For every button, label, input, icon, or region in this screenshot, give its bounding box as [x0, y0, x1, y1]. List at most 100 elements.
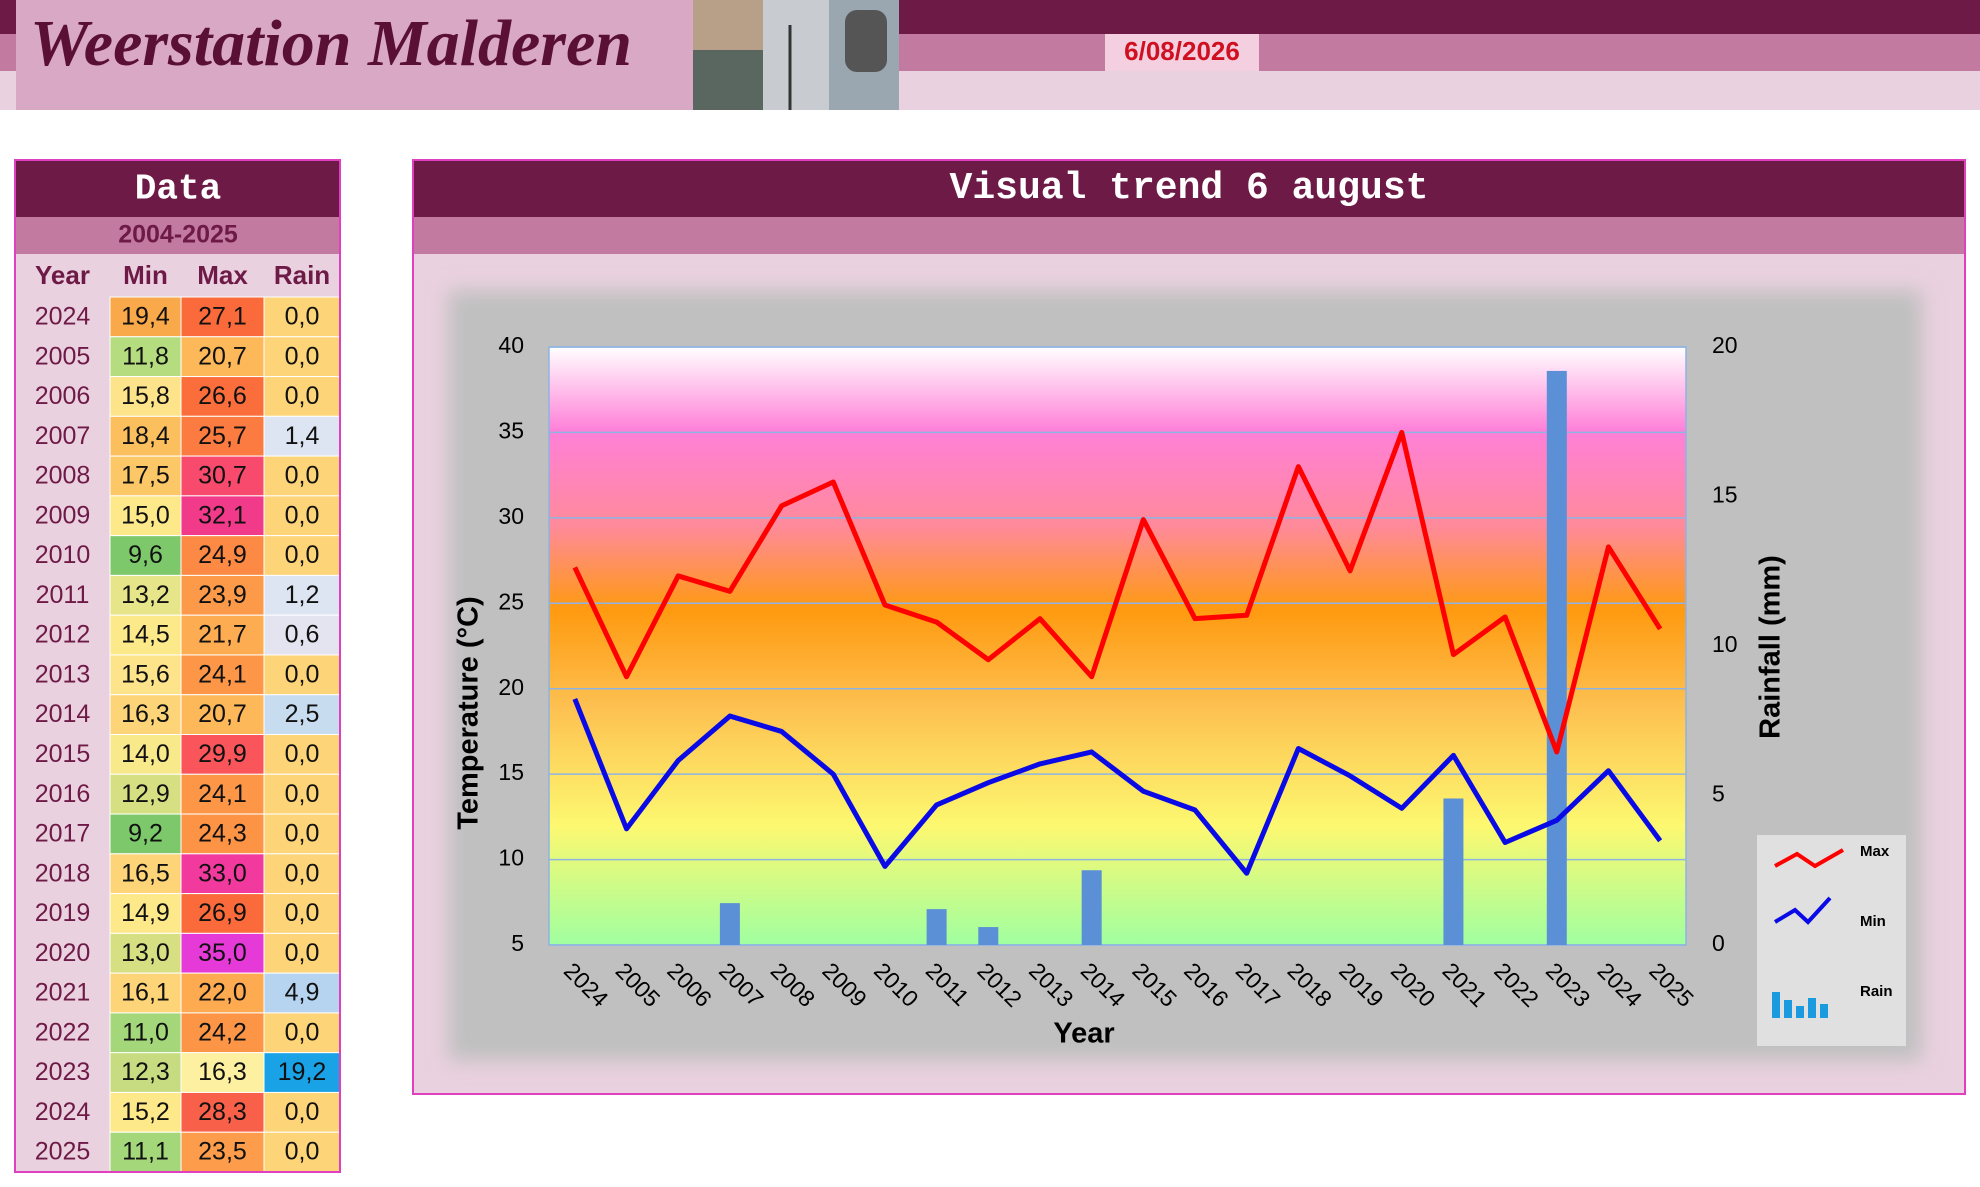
table-subtitle-bar: [15, 217, 340, 254]
cell: [263, 415, 341, 457]
year-cell: 2010: [35, 541, 91, 569]
cell-value: 0,0: [285, 382, 320, 410]
y2-tick-label: 20: [1712, 332, 1738, 358]
cell: [109, 773, 182, 815]
year-cell: 2024: [35, 302, 91, 330]
cell: [263, 972, 341, 1014]
cell-value: 9,6: [128, 541, 163, 569]
cell: [263, 376, 341, 417]
cell-value: 12,9: [121, 780, 170, 808]
cell-value: 25,7: [198, 422, 247, 450]
cell-value: 14,5: [121, 621, 170, 649]
cell-value: 22,0: [198, 979, 247, 1007]
cell-value: 0,0: [285, 899, 320, 927]
cell: [180, 694, 265, 736]
year-cell: 2017: [35, 820, 91, 848]
legend-icon: [1808, 998, 1816, 1018]
cell: [263, 1052, 341, 1093]
cell-value: 30,7: [198, 462, 247, 490]
chart-title-bar: [414, 161, 1964, 217]
cell-value: 15,2: [121, 1098, 170, 1126]
cell-value: 14,9: [121, 899, 170, 927]
y2-tick-label: 5: [1712, 781, 1725, 807]
year-cell: 2015: [35, 740, 91, 768]
cell-value: 18,4: [121, 422, 170, 450]
year-cell: 2021: [35, 979, 91, 1007]
cell: [263, 455, 341, 497]
cell-value: 16,5: [121, 859, 170, 887]
y-axis-title: Temperature (°C): [453, 596, 485, 829]
cell-value: 4,9: [285, 979, 320, 1007]
legend-label: Rain: [1860, 983, 1893, 1000]
cell-value: 15,8: [121, 382, 170, 410]
cell: [109, 455, 182, 497]
legend-label: Max: [1860, 843, 1890, 860]
cell-value: 19,4: [121, 302, 170, 330]
cell: [180, 853, 265, 895]
cell: [109, 654, 182, 696]
y-tick-label: 30: [498, 503, 524, 529]
cell-value: 28,3: [198, 1098, 247, 1126]
cell: [180, 813, 265, 855]
cell: [109, 535, 182, 576]
cell: [263, 734, 341, 775]
rain-bar: [978, 927, 999, 945]
y-tick-label: 5: [511, 930, 524, 956]
cell-value: 0,0: [285, 859, 320, 887]
cell-value: 29,9: [198, 740, 247, 768]
cell-value: 26,6: [198, 382, 247, 410]
cell: [109, 932, 182, 974]
x-axis-title: Year: [1053, 1018, 1114, 1050]
cell: [109, 893, 182, 934]
y-tick-label: 20: [498, 674, 524, 700]
cell-value: 0,0: [285, 1098, 320, 1126]
year-cell: 2024: [35, 1098, 91, 1126]
y-tick-label: 40: [498, 332, 524, 358]
y-tick-label: 10: [498, 845, 524, 871]
legend-icon: [1772, 992, 1780, 1018]
y2-tick-label: 15: [1712, 482, 1738, 508]
cell-value: 0,0: [285, 302, 320, 330]
cell: [109, 1091, 182, 1133]
rain-bar: [1546, 370, 1567, 945]
legend-icon: [1796, 1006, 1804, 1018]
year-cell: 2006: [35, 382, 91, 410]
legend-icon: [1773, 896, 1832, 925]
cell: [180, 1052, 265, 1093]
cell-value: 23,5: [198, 1138, 247, 1166]
cell: [180, 654, 265, 696]
cell: [109, 415, 182, 457]
site-title: Weerstation Malderen: [30, 7, 632, 80]
cell-value: 26,9: [198, 899, 247, 927]
cell-value: 0,0: [285, 1138, 320, 1166]
cell-value: 0,0: [285, 462, 320, 490]
cell-value: 11,1: [122, 1138, 169, 1166]
cell-value: 23,9: [198, 581, 247, 609]
cell-value: 24,2: [198, 1018, 247, 1046]
legend: [1757, 835, 1906, 1046]
year-cell: 2007: [35, 422, 91, 450]
cell-value: 15,0: [121, 501, 170, 529]
cell: [180, 455, 265, 497]
rain-bar: [719, 903, 740, 945]
legend-icon: [1820, 1004, 1828, 1018]
cell-value: 16,1: [121, 979, 170, 1007]
year-cell: 2008: [35, 462, 91, 490]
cell: [263, 1091, 341, 1133]
cell-value: 0,0: [285, 1018, 320, 1046]
photo: [763, 0, 829, 110]
cell-value: 24,3: [198, 820, 247, 848]
cell-value: 0,0: [285, 342, 320, 370]
cell: [263, 1012, 341, 1054]
year-cell: 2019: [35, 899, 91, 927]
column-header: Rain: [274, 260, 330, 290]
data-table: Data 2004-2025 Year Min Max Rain 2024 19,4 27,…: [14, 159, 341, 1173]
y2-tick-label: 10: [1712, 631, 1738, 657]
cell-value: 9,2: [128, 820, 163, 848]
cell-value: 33,0: [198, 859, 247, 887]
cell-value: 0,0: [285, 740, 320, 768]
cell: [180, 574, 265, 616]
chart-title: Visual trend 6 august: [950, 167, 1429, 210]
